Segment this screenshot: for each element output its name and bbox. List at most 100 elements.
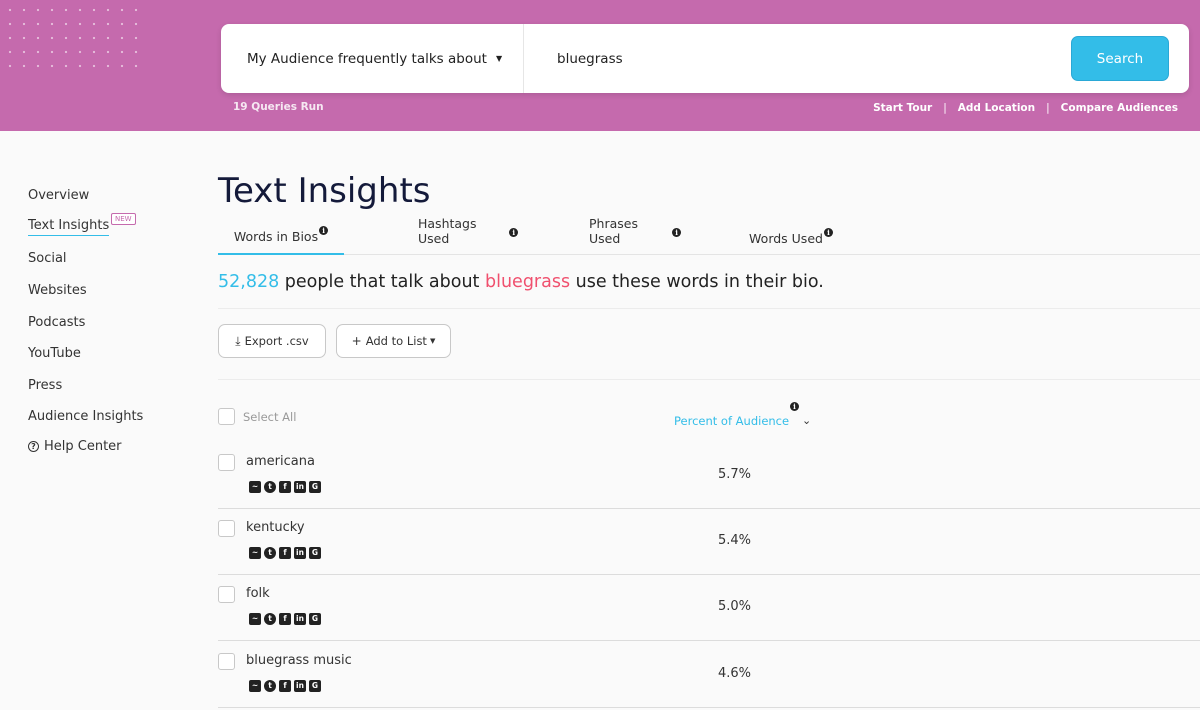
search-input[interactable]: bluegrass bbox=[557, 50, 623, 67]
tab-phrases-used[interactable]: Phrases Used i bbox=[589, 216, 681, 255]
table-row: kentucky ~ t f in G 5.4% bbox=[218, 508, 1200, 575]
row-checkbox[interactable] bbox=[218, 586, 235, 603]
add-to-list-label: Add to List bbox=[365, 334, 427, 348]
summary-keyword: bluegrass bbox=[484, 272, 571, 292]
audience-type-dropdown[interactable]: My Audience frequently talks about ▼ bbox=[247, 24, 502, 93]
select-all: Select All bbox=[218, 408, 296, 425]
tab-label: Words Used bbox=[749, 231, 823, 246]
export-label: Export .csv bbox=[244, 334, 309, 348]
audience-summary: 52,828 people that talk about bluegrass … bbox=[218, 272, 824, 292]
sidebar-item-text-insights[interactable]: Text Insights NEW bbox=[28, 212, 198, 244]
add-to-list-button[interactable]: + Add to List ▼ bbox=[336, 324, 451, 358]
help-center-link[interactable]: ? Help Center bbox=[28, 439, 198, 454]
row-word: kentucky bbox=[246, 520, 305, 535]
add-location-link[interactable]: Add Location bbox=[957, 102, 1036, 114]
sidebar-item-label: Press bbox=[28, 377, 63, 393]
sidebar-item-label: Websites bbox=[28, 283, 87, 299]
trend-icon[interactable]: ~ bbox=[249, 481, 261, 493]
row-percent: 5.7% bbox=[718, 467, 752, 482]
tab-words-used[interactable]: Words Used i bbox=[749, 222, 833, 255]
queries-run-count: 19 Queries Run bbox=[233, 101, 324, 113]
export-csv-button[interactable]: ⤓ Export .csv bbox=[218, 324, 326, 358]
tab-label: Words in Bios bbox=[233, 229, 319, 244]
sidebar-item-label: Text Insights bbox=[28, 218, 110, 237]
facebook-icon[interactable]: f bbox=[279, 680, 291, 692]
info-icon[interactable]: i bbox=[509, 228, 518, 237]
help-icon: ? bbox=[28, 440, 39, 452]
sidebar-item-audience-insights[interactable]: Audience Insights bbox=[28, 401, 198, 433]
linkedin-icon[interactable]: in bbox=[294, 481, 306, 493]
divider bbox=[218, 308, 1200, 309]
select-all-checkbox[interactable] bbox=[218, 408, 235, 425]
caret-down-icon: ▼ bbox=[429, 337, 436, 345]
trend-icon[interactable]: ~ bbox=[249, 613, 261, 625]
tab-hashtags-used[interactable]: Hashtags Used i bbox=[418, 216, 518, 255]
row-word: bluegrass music bbox=[246, 653, 352, 668]
info-icon[interactable]: i bbox=[319, 226, 329, 235]
info-icon[interactable]: i bbox=[823, 228, 833, 237]
linkedin-icon[interactable]: in bbox=[294, 680, 306, 692]
row-icons: ~ t f in G bbox=[249, 680, 321, 692]
header-band: My Audience frequently talks about ▼ blu… bbox=[0, 0, 1200, 131]
facebook-icon[interactable]: f bbox=[279, 547, 291, 559]
compare-audiences-link[interactable]: Compare Audiences bbox=[1060, 102, 1178, 114]
tab-words-in-bios[interactable]: Words in Bios i bbox=[218, 222, 344, 255]
row-checkbox[interactable] bbox=[218, 454, 235, 471]
row-word: folk bbox=[246, 586, 270, 601]
summary-text-after: use these words in their bio. bbox=[570, 272, 824, 292]
twitter-icon[interactable]: t bbox=[264, 481, 276, 493]
twitter-icon[interactable]: t bbox=[264, 680, 276, 692]
row-percent: 5.4% bbox=[718, 533, 752, 548]
audience-type-label: My Audience frequently talks about bbox=[247, 50, 487, 67]
start-tour-link[interactable]: Start Tour bbox=[873, 102, 933, 114]
audience-count: 52,828 bbox=[218, 272, 280, 292]
sidebar-item-label: Overview bbox=[28, 188, 90, 204]
sidebar-item-websites[interactable]: Websites bbox=[28, 275, 198, 307]
link-separator: | bbox=[1046, 102, 1050, 114]
row-percent: 4.6% bbox=[718, 666, 752, 681]
sidebar-item-label: Audience Insights bbox=[28, 409, 144, 425]
help-center-label: Help Center bbox=[44, 438, 122, 454]
table-row: americana ~ t f in G 5.7% bbox=[218, 442, 1200, 509]
search-button[interactable]: Search bbox=[1071, 36, 1169, 81]
linkedin-icon[interactable]: in bbox=[294, 613, 306, 625]
table-row: bluegrass music ~ t f in G 4.6% bbox=[218, 641, 1200, 708]
sidebar-item-podcasts[interactable]: Podcasts bbox=[28, 306, 198, 338]
tab-label: Hashtags Used bbox=[418, 216, 477, 246]
google-icon[interactable]: G bbox=[309, 481, 321, 493]
facebook-icon[interactable]: f bbox=[279, 613, 291, 625]
sidebar-item-label: Social bbox=[28, 251, 67, 267]
sidebar-item-press[interactable]: Press bbox=[28, 370, 198, 402]
google-icon[interactable]: G bbox=[309, 547, 321, 559]
column-header-label: Percent of Audience bbox=[674, 414, 790, 428]
tab-label: Phrases Used bbox=[589, 216, 638, 246]
summary-text-before: people that talk about bbox=[279, 272, 485, 292]
google-icon[interactable]: G bbox=[309, 613, 321, 625]
plus-icon: + bbox=[351, 334, 362, 348]
info-icon[interactable]: i bbox=[790, 402, 799, 411]
row-checkbox[interactable] bbox=[218, 520, 235, 537]
search-divider bbox=[523, 24, 524, 93]
sidebar-item-label: YouTube bbox=[28, 346, 81, 362]
sidebar: Overview Text Insights NEW Social Websit… bbox=[28, 180, 198, 454]
trend-icon[interactable]: ~ bbox=[249, 680, 261, 692]
google-icon[interactable]: G bbox=[309, 680, 321, 692]
tab-bar: Words in Bios i Hashtags Used i Phrases Us… bbox=[218, 216, 1200, 255]
decorative-dots bbox=[0, 0, 140, 70]
new-badge: NEW bbox=[111, 212, 136, 225]
sidebar-item-overview[interactable]: Overview bbox=[28, 180, 198, 212]
chevron-down-icon: ⌄ bbox=[802, 414, 812, 427]
select-all-label: Select All bbox=[243, 409, 297, 424]
row-checkbox[interactable] bbox=[218, 653, 235, 670]
sidebar-item-social[interactable]: Social bbox=[28, 243, 198, 275]
trend-icon[interactable]: ~ bbox=[249, 547, 261, 559]
link-separator: | bbox=[943, 102, 947, 114]
sidebar-item-label: Podcasts bbox=[28, 314, 86, 330]
facebook-icon[interactable]: f bbox=[279, 481, 291, 493]
linkedin-icon[interactable]: in bbox=[294, 547, 306, 559]
info-icon[interactable]: i bbox=[672, 228, 681, 237]
sidebar-item-youtube[interactable]: YouTube bbox=[28, 338, 198, 370]
twitter-icon[interactable]: t bbox=[264, 547, 276, 559]
row-icons: ~ t f in G bbox=[249, 481, 321, 493]
twitter-icon[interactable]: t bbox=[264, 613, 276, 625]
